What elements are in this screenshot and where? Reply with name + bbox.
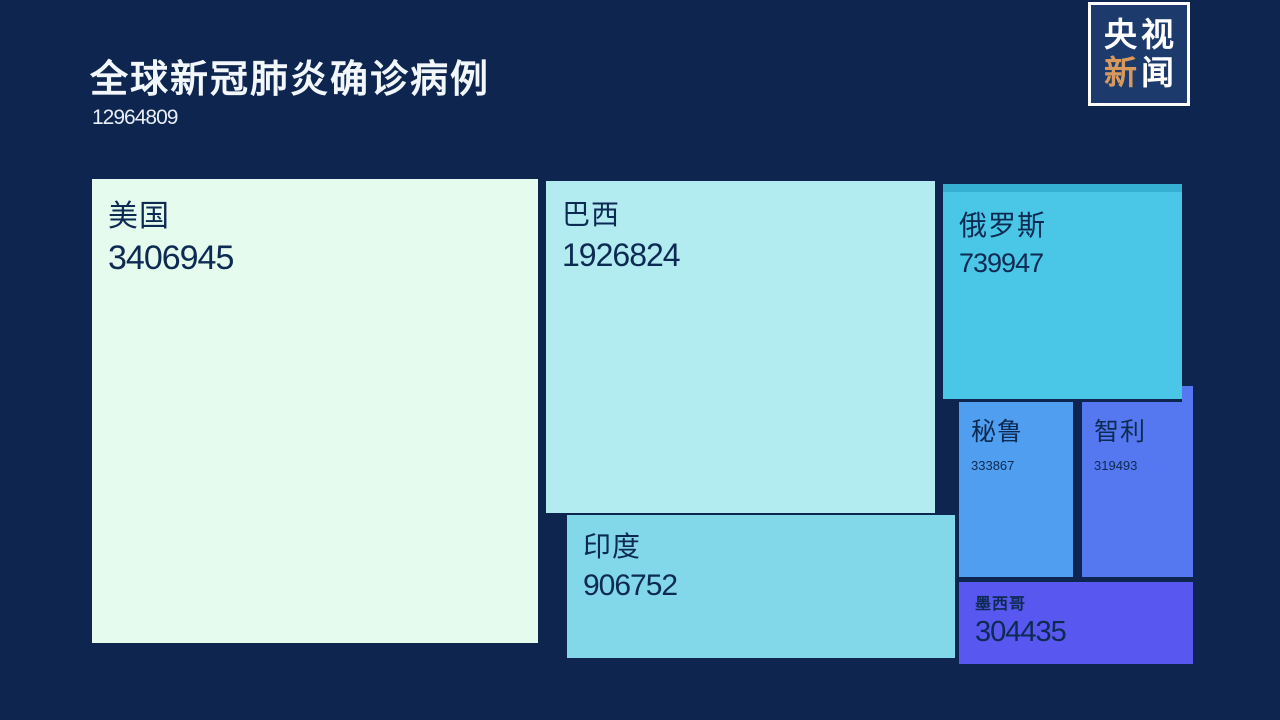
country-label: 印度 xyxy=(583,531,642,562)
treemap-block-peru: 秘鲁 333867 xyxy=(959,402,1073,577)
country-label: 美国 xyxy=(108,200,170,233)
treemap-block-mexico: 墨西哥 304435 xyxy=(959,582,1193,664)
logo-char: 闻 xyxy=(1141,54,1174,91)
page-title: 全球新冠肺炎确诊病例 xyxy=(90,59,491,101)
treemap-block-india: 印度 906752 xyxy=(567,515,955,658)
treemap-block-chile: 智利 319493 xyxy=(1082,402,1193,577)
country-value: 739947 xyxy=(959,248,1044,278)
country-value: 1926824 xyxy=(562,237,681,273)
country-label: 俄罗斯 xyxy=(959,210,1047,241)
logo-row-top: 央 视 xyxy=(1104,15,1174,53)
country-label: 巴西 xyxy=(562,199,621,230)
country-label: 智利 xyxy=(1094,418,1147,446)
logo-row-bottom: 新 闻 xyxy=(1104,54,1174,91)
country-value: 319493 xyxy=(1094,458,1138,473)
country-value: 333867 xyxy=(971,458,1015,473)
country-value: 304435 xyxy=(975,616,1067,648)
logo-char-accent: 新 xyxy=(1104,54,1137,91)
treemap-block-brazil: 巴西 1926824 xyxy=(546,181,935,513)
total-confirmed-count: 12964809 xyxy=(92,106,178,129)
cctv-news-logo: 央 视 新 闻 xyxy=(1088,2,1190,106)
country-value: 906752 xyxy=(583,569,678,602)
country-label: 秘鲁 xyxy=(971,418,1024,446)
treemap-block-usa: 美国 3406945 xyxy=(92,179,538,643)
country-label: 墨西哥 xyxy=(975,596,1027,613)
logo-char: 央 xyxy=(1104,15,1137,53)
treemap-block-russia: 俄罗斯 739947 xyxy=(943,192,1182,399)
country-value: 3406945 xyxy=(108,239,234,277)
logo-char: 视 xyxy=(1141,15,1174,53)
